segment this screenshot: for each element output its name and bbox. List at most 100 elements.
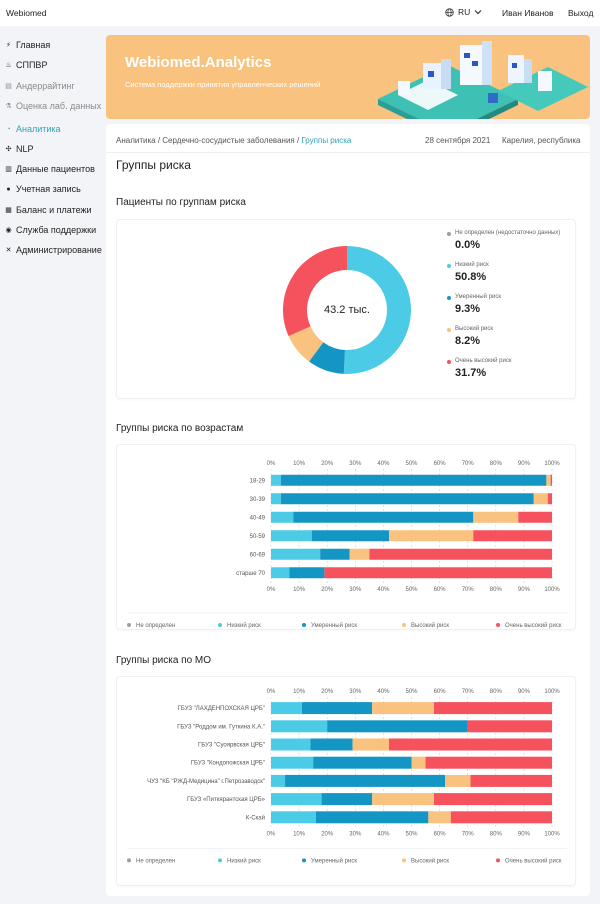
bar-segment[interactable] — [546, 474, 551, 486]
bar-segment[interactable] — [473, 511, 519, 523]
legend-label[interactable]: Низкий риск — [227, 857, 261, 864]
bar-segment[interactable] — [271, 530, 312, 542]
bar-segment[interactable] — [324, 567, 552, 579]
bar-segment[interactable] — [289, 567, 325, 579]
bar-segment[interactable] — [285, 774, 446, 787]
legend-label[interactable]: Очень высокий риск — [505, 857, 562, 864]
category-label: 50-59 — [250, 534, 266, 540]
bar-segment[interactable] — [428, 811, 451, 824]
bar-segment[interactable] — [271, 511, 294, 523]
bar-segment[interactable] — [311, 530, 390, 542]
sidebar-item-analytics[interactable]: ◔ Аналитика — [5, 124, 60, 134]
bar-segment[interactable] — [327, 720, 468, 733]
bar-segment[interactable] — [271, 774, 286, 787]
bar-segment[interactable] — [445, 774, 471, 787]
sidebar-item-label: Оценка лаб. данных — [16, 101, 102, 111]
bar-segment[interactable] — [433, 793, 552, 806]
bar-segment[interactable] — [533, 493, 548, 505]
bar-segment[interactable] — [372, 702, 434, 715]
language-selector[interactable]: RU — [445, 7, 482, 17]
legend-value: 8.2% — [455, 335, 481, 347]
bar-segment[interactable] — [473, 530, 552, 542]
bar-segment[interactable] — [411, 756, 426, 769]
bar-segment[interactable] — [352, 738, 390, 751]
sidebar-item-underwriting[interactable]: ▤ Андеррайтинг — [5, 81, 75, 91]
sidebar-item-sppvr[interactable]: ♨ СППВР — [5, 60, 47, 70]
tick-label: 70% — [462, 587, 475, 593]
breadcrumb-cardio[interactable]: Сердечно-сосудистые заболевания — [162, 136, 295, 145]
bar-segment[interactable] — [389, 738, 552, 751]
donut-slice[interactable] — [288, 326, 324, 362]
bar-segment[interactable] — [271, 493, 281, 505]
tick-label: 80% — [490, 689, 503, 695]
bar-segment[interactable] — [547, 493, 552, 505]
category-label: К-Скай — [246, 814, 265, 821]
sidebar-item-account[interactable]: ● Учетная запись — [5, 184, 80, 194]
bar-segment[interactable] — [369, 548, 552, 560]
bar-segment[interactable] — [271, 720, 328, 733]
bar-segment[interactable] — [310, 738, 353, 751]
sidebar-item-home[interactable]: ⚡ Главная — [5, 40, 50, 50]
bar-segment[interactable] — [271, 702, 302, 715]
legend-dot — [447, 232, 451, 236]
bar-segment[interactable] — [293, 511, 474, 523]
bar-segment[interactable] — [425, 756, 552, 769]
legend-label[interactable]: Высокий риск — [411, 857, 449, 864]
bar-segment[interactable] — [372, 793, 434, 806]
bar-segment[interactable] — [320, 548, 350, 560]
chart-icon: ◔ — [6, 125, 11, 133]
legend-dot — [127, 623, 131, 627]
donut-slice[interactable] — [283, 246, 347, 337]
legend-label: Высокий риск — [455, 326, 494, 332]
bar-segment[interactable] — [301, 702, 373, 715]
fire-icon: ♨ — [5, 61, 12, 69]
bar-segment[interactable] — [518, 511, 552, 523]
bar-segment[interactable] — [271, 756, 314, 769]
age-section-title: Группы риска по возрастам — [116, 423, 244, 434]
bar-segment[interactable] — [271, 567, 290, 579]
bar-segment[interactable] — [321, 793, 373, 806]
sidebar-item-label: NLP — [16, 144, 34, 154]
sidebar-item-admin[interactable]: ✕ Администрирование — [5, 245, 102, 255]
sidebar-item-billing[interactable]: ▦ Баланс и платежи — [5, 205, 91, 215]
bar-segment[interactable] — [450, 811, 552, 824]
bar-segment[interactable] — [271, 793, 322, 806]
sidebar-item-patients[interactable]: ▥ Данные пациентов — [5, 164, 95, 174]
legend-label[interactable]: Очень высокий риск — [505, 622, 562, 629]
bar-segment[interactable] — [467, 720, 552, 733]
nodes-icon: ✣ — [5, 145, 12, 153]
bar-segment[interactable] — [280, 474, 547, 486]
bar-segment[interactable] — [271, 474, 281, 486]
bar-segment[interactable] — [271, 738, 311, 751]
legend-label[interactable]: Не определен — [136, 623, 175, 629]
breadcrumb-analytics[interactable]: Аналитика — [116, 136, 156, 145]
bar-segment[interactable] — [313, 756, 412, 769]
bar-segment[interactable] — [271, 548, 321, 560]
bar-segment[interactable] — [349, 548, 370, 560]
bar-segment[interactable] — [271, 811, 316, 824]
banner-subtitle: Система поддержки принятия управленчески… — [125, 80, 321, 89]
sidebar-item-nlp[interactable]: ✣ NLP — [5, 144, 34, 154]
brand-logo[interactable]: Webiomed — [6, 8, 47, 18]
sidebar-item-support[interactable]: ◉ Служба поддержки — [5, 225, 96, 235]
age-chart-panel: 0% 0% 10% 10% 20% 20% 30% 30% 40% 40% 50% 50% 60% 60%… — [116, 444, 576, 630]
donut-slice[interactable] — [309, 342, 345, 374]
legend-label[interactable]: Не определен — [136, 858, 175, 864]
sidebar-item-lab-data[interactable]: ⚗ Оценка лаб. данных — [5, 101, 101, 111]
bar-segment[interactable] — [470, 774, 552, 787]
legend-label[interactable]: Умеренный риск — [311, 857, 357, 864]
legend-label[interactable]: Низкий риск — [227, 622, 261, 629]
logout-link[interactable]: Выход — [568, 8, 594, 18]
legend-label[interactable]: Высокий риск — [411, 622, 449, 629]
legend-label[interactable]: Умеренный риск — [311, 622, 357, 629]
bar-segment[interactable] — [433, 702, 552, 715]
sidebar-item-label: Главная — [16, 40, 51, 50]
user-name[interactable]: Иван Иванов — [502, 8, 554, 18]
bar-segment[interactable] — [280, 493, 534, 505]
legend-dot — [218, 858, 222, 863]
bar-segment[interactable] — [550, 474, 552, 486]
bar-segment[interactable] — [315, 811, 429, 824]
report-date: 28 сентября 2021 — [425, 136, 491, 145]
donut-slice[interactable] — [343, 246, 412, 374]
bar-segment[interactable] — [389, 530, 474, 542]
